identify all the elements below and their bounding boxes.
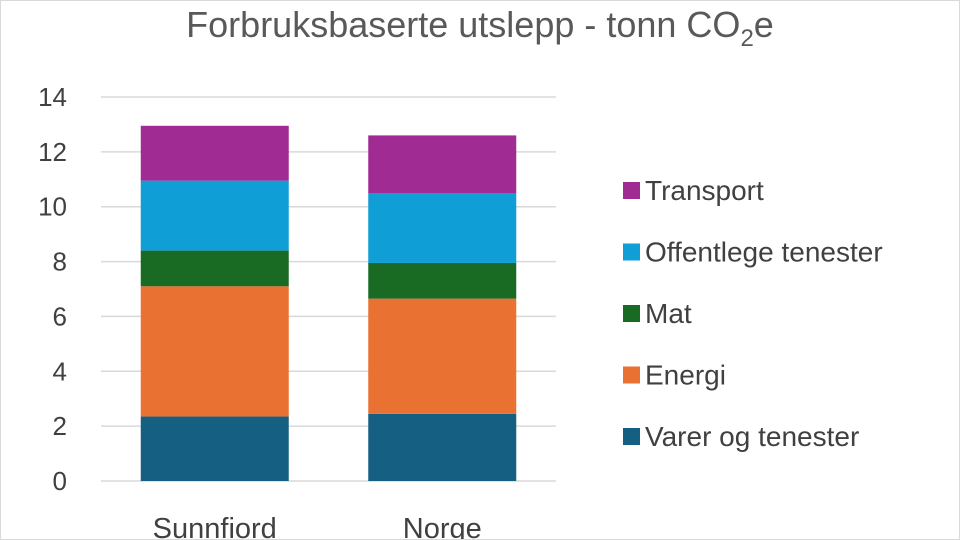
- legend: Transport Offentlege tenester Mat Energi Var…: [623, 175, 883, 452]
- bar-segment-mat-norge: [368, 262, 517, 299]
- y-tick-label: 12: [38, 137, 67, 167]
- bar-segment-offentlege-tenester-sunnfiord: [140, 180, 289, 251]
- legend-label-mat: Mat: [645, 298, 692, 329]
- y-tick-label: 10: [38, 192, 67, 222]
- y-tick-label: 4: [53, 356, 67, 386]
- bar-segment-transport-sunnfiord: [140, 125, 289, 181]
- bar-segment-varer-og-tenester-norge: [368, 413, 517, 481]
- chart-title-main: Forbruksbaserte utslepp - tonn CO: [186, 4, 740, 45]
- legend-swatch-transport: [623, 182, 640, 199]
- y-axis-tick-labels: 0 2 4 6 8 10 12 14: [38, 82, 67, 496]
- bars: [140, 125, 517, 481]
- x-axis-category-labels: Sunnfiord Norge: [153, 513, 482, 539]
- bar-segment-varer-og-tenester-sunnfiord: [140, 416, 289, 481]
- x-category-label: Sunnfiord: [153, 513, 277, 539]
- legend-swatch-varer-og-tenester: [623, 428, 640, 445]
- bar-segment-offentlege-tenester-norge: [368, 193, 517, 263]
- bar-segment-transport-norge: [368, 135, 517, 193]
- legend-swatch-mat: [623, 305, 640, 322]
- legend-label-energi: Energi: [645, 360, 726, 391]
- chart-title-subscript: 2: [740, 25, 753, 52]
- bar-segment-mat-sunnfiord: [140, 250, 289, 287]
- bar-segment-energi-sunnfiord: [140, 286, 289, 417]
- y-tick-label: 14: [38, 82, 67, 112]
- legend-label-transport: Transport: [645, 175, 764, 206]
- chart-title-suffix: e: [754, 4, 774, 45]
- y-tick-label: 8: [53, 247, 67, 277]
- legend-swatch-offentlege-tenester: [623, 243, 640, 261]
- legend-swatch-energi: [623, 366, 640, 384]
- x-category-label: Norge: [403, 513, 482, 539]
- legend-label-offentlege-tenester: Offentlege tenester: [645, 237, 883, 268]
- bar-segment-energi-norge: [368, 298, 517, 414]
- y-tick-label: 0: [53, 466, 67, 496]
- chart-title: Forbruksbaserte utslepp - tonn CO2e: [186, 4, 774, 52]
- y-tick-label: 6: [53, 301, 67, 331]
- legend-label-varer-og-tenester: Varer og tenester: [645, 421, 859, 452]
- y-tick-label: 2: [53, 411, 67, 441]
